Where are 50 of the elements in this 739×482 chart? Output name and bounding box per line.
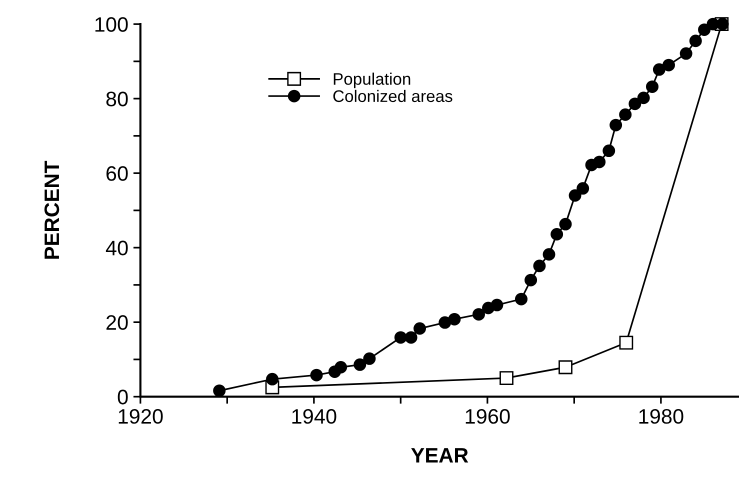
point (593, 156, 606, 168)
point (414, 322, 426, 335)
point (266, 372, 279, 386)
y-tick-label: 40 (106, 240, 128, 256)
point (394, 331, 407, 344)
point (558, 360, 572, 374)
y-tick-label: 80 (106, 92, 128, 106)
x-tick-label: 1980 (639, 409, 684, 424)
point (438, 316, 452, 329)
point (310, 368, 323, 382)
x-axis-title: YEAR (411, 448, 468, 462)
legend-label: Colonized areas (333, 90, 452, 102)
point (568, 189, 582, 202)
point (334, 361, 348, 374)
point (515, 292, 528, 306)
legend-label: Population (334, 72, 410, 88)
y-tick-label: 20 (106, 315, 128, 330)
point (698, 23, 711, 36)
point (602, 144, 616, 158)
point (363, 352, 376, 365)
point (550, 228, 564, 240)
point (448, 312, 461, 326)
point (610, 118, 622, 132)
point (619, 108, 632, 121)
point (542, 248, 556, 261)
point (500, 371, 514, 385)
point (559, 218, 572, 230)
point (652, 63, 666, 76)
y-tick-label: 60 (106, 166, 128, 181)
point (576, 182, 590, 195)
x-tick-label: 1960 (466, 409, 510, 424)
y-axis-title: PERCENT (44, 160, 60, 259)
point (662, 58, 675, 72)
point (533, 260, 546, 272)
y-tick-label: 0 (118, 390, 128, 404)
point (490, 298, 504, 312)
point (628, 98, 642, 110)
point (619, 336, 634, 350)
x-tick-label: 1940 (292, 409, 336, 424)
point (354, 358, 366, 371)
x-tick-label: 1920 (118, 409, 163, 424)
point (637, 92, 650, 104)
point (646, 80, 658, 93)
point (404, 331, 418, 344)
point (689, 34, 702, 48)
point (524, 274, 538, 286)
point (472, 308, 485, 321)
point (680, 47, 692, 60)
point (213, 384, 226, 397)
y-tick-label: 100 (95, 17, 128, 32)
